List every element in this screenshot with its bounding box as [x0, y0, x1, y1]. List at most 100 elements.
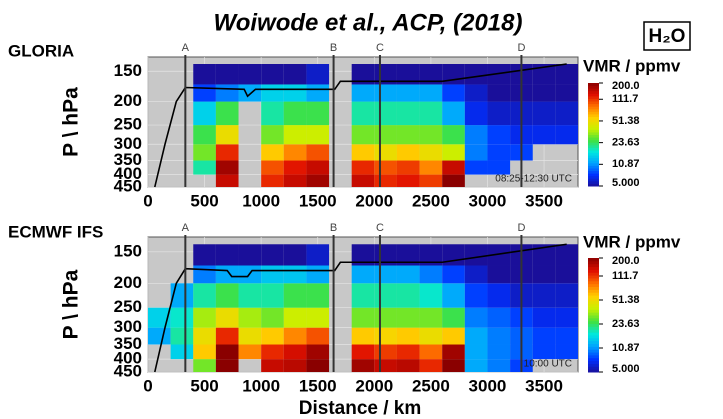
colorbar-segment	[588, 142, 599, 146]
heatmap-cell	[238, 327, 262, 345]
heatmap-cell	[396, 63, 420, 85]
y-axis-label: P \ hPa	[60, 87, 83, 157]
heatmap-cell	[193, 359, 216, 372]
colorbar-segment	[588, 363, 599, 367]
heatmap-cell	[306, 344, 330, 360]
heatmap-cell	[374, 144, 397, 161]
heatmap-cell	[351, 283, 375, 308]
y-tick-label: 450	[114, 361, 142, 380]
heatmap-cell	[442, 125, 465, 145]
heatmap-cell	[193, 144, 216, 161]
x-tick-label: 2000	[355, 376, 393, 395]
colorbar-segment	[588, 312, 599, 316]
colorbar-segment	[588, 309, 599, 313]
colorbar-segment	[588, 173, 599, 177]
marker-label: D	[517, 42, 525, 54]
colorbar-segment	[588, 283, 599, 287]
heatmap-cell	[261, 359, 284, 372]
colorbar-segment	[588, 343, 599, 347]
x-tick-label: 1000	[242, 376, 280, 395]
heatmap-cell	[396, 174, 420, 187]
heatmap-cell	[261, 84, 284, 102]
heatmap-cell	[193, 344, 216, 360]
x-tick-label: 0	[143, 191, 152, 210]
colorbar-segment	[588, 88, 599, 92]
colorbar-segment	[588, 369, 599, 373]
heatmap-cell	[283, 327, 307, 345]
heatmap-cell	[215, 344, 239, 360]
colorbar-segment	[588, 126, 599, 130]
heatmap-cell	[487, 359, 511, 372]
heatmap-cell	[306, 174, 330, 187]
heatmap-cell	[487, 160, 511, 175]
heatmap-cell	[283, 283, 307, 308]
heatmap-cell	[283, 101, 307, 126]
heatmap-cell	[283, 174, 307, 187]
colorbar-segment	[588, 116, 599, 120]
heatmap-cell	[532, 244, 556, 266]
y-tick-label: 250	[114, 115, 142, 134]
heatmap-cell	[419, 244, 443, 266]
heatmap-cell	[261, 265, 284, 284]
heatmap-cell	[306, 125, 330, 145]
colorbar-segment	[588, 346, 599, 350]
heatmap-cell	[464, 144, 488, 161]
heatmap-cell	[170, 307, 194, 328]
colorbar-segment	[588, 170, 599, 174]
heatmap-cell	[419, 359, 443, 372]
colorbar-segment	[588, 160, 599, 164]
colorbar-segment	[588, 113, 599, 117]
heatmap-cell	[351, 174, 375, 187]
heatmap-cell	[374, 125, 397, 145]
colorbar-segment	[588, 366, 599, 370]
heatmap-cell	[351, 307, 375, 328]
heatmap-cell	[374, 307, 397, 328]
colorbar-segment	[588, 354, 599, 359]
heatmap-cell	[532, 265, 556, 284]
colorbar-segment	[588, 269, 599, 273]
heatmap-cell	[283, 359, 307, 372]
colorbar-segment	[588, 178, 599, 182]
marker-label: D	[517, 222, 525, 234]
heatmap-cell	[283, 63, 307, 85]
species-label: H₂O	[649, 26, 686, 47]
colorbar-segment	[588, 147, 599, 151]
heatmap-cell	[464, 265, 488, 284]
colorbar-tick-label: 200.0	[612, 80, 640, 92]
heatmap-cell	[215, 265, 239, 284]
heatmap-cell	[487, 265, 511, 284]
heatmap-cell	[419, 344, 443, 360]
colorbar-segment	[588, 98, 599, 102]
heatmap-cell	[419, 265, 443, 284]
heatmap-cell	[555, 101, 578, 126]
heatmap-cell	[555, 63, 578, 85]
heatmap-cell	[442, 144, 465, 161]
tropopause-line	[154, 243, 567, 373]
colorbar-segment	[588, 152, 599, 156]
heatmap-cell	[532, 84, 556, 102]
heatmap-cell	[351, 327, 375, 345]
heatmap-cell	[555, 327, 578, 345]
heatmap-cell	[351, 144, 375, 161]
heatmap-cell	[374, 174, 397, 187]
colorbar-segment	[588, 134, 599, 138]
heatmap-cell	[396, 101, 420, 126]
colorbar-segment	[588, 111, 599, 115]
colorbar-segment	[588, 280, 599, 285]
colorbar-segment	[588, 165, 599, 169]
colorbar-segment	[588, 180, 599, 184]
colorbar-segment	[588, 106, 599, 110]
colorbar-segment	[588, 317, 599, 322]
colorbar-tick-label: 5.000	[612, 363, 640, 375]
heatmap-cell	[464, 125, 488, 145]
heatmap-cell	[215, 359, 239, 372]
heatmap-cell	[215, 101, 239, 126]
colorbar-segment	[588, 258, 599, 262]
heatmap-cell	[148, 327, 171, 345]
colorbar-segment	[588, 275, 599, 279]
heatmap-cell	[261, 160, 284, 175]
heatmap-cell	[487, 125, 511, 145]
colorbar-segment	[588, 352, 599, 356]
colorbar-segment	[588, 162, 599, 166]
heatmap-cell	[193, 283, 216, 308]
